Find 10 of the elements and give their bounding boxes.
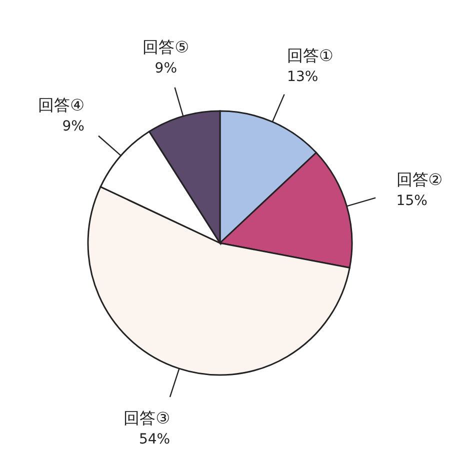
data-label: 13% — [287, 68, 318, 85]
slice-label: 回答① — [287, 46, 334, 65]
data-label: 15% — [396, 192, 428, 209]
slice-label: 回答③ — [124, 408, 170, 428]
slice-label: 回答④ — [38, 96, 84, 115]
slice-label: 回答⑤ — [142, 38, 190, 57]
data-label: 54% — [138, 432, 170, 448]
slice-label: 回答② — [396, 170, 443, 189]
data-label: 9% — [62, 118, 84, 135]
data-label: 9% — [154, 60, 177, 77]
